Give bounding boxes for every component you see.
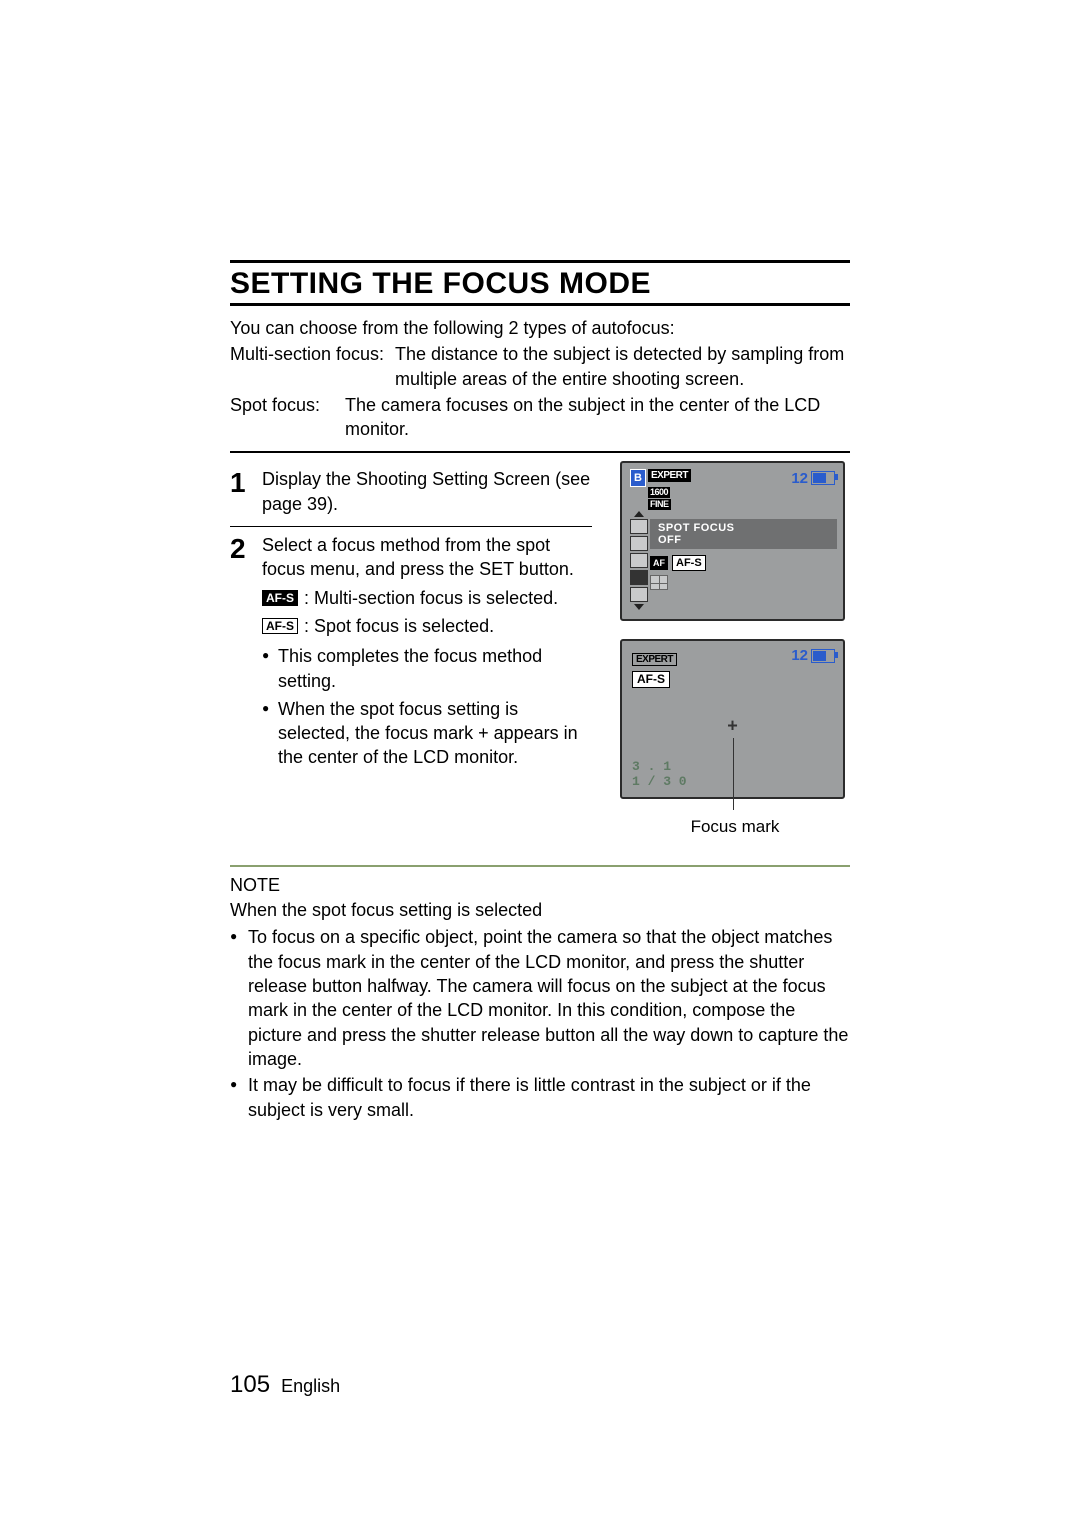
focus-mark-icon: + — [727, 715, 738, 736]
lcd-figure-focus: EXPERT 12 AF-S + 3 . 1 1 / 3 0 — [620, 639, 845, 799]
shots-remaining: 12 — [791, 647, 808, 664]
resolution-labels: 1600 FINE — [648, 487, 671, 510]
expert-tag: EXPERT — [648, 469, 691, 482]
menu-line-1: SPOT FOCUS — [658, 522, 837, 534]
menu-highlight-band: SPOT FOCUS OFF — [650, 519, 837, 549]
shutter-value: 1 / 3 0 — [632, 775, 687, 790]
rule-top-thick — [230, 260, 850, 263]
menu-mini-icon — [630, 553, 648, 568]
menu-line-2: OFF — [658, 534, 837, 546]
definition-term: Multi-section focus: — [230, 342, 395, 391]
label-1600: 1600 — [648, 487, 670, 498]
afs-dark-icon: AF — [650, 556, 668, 570]
note-item: To focus on a specific object, point the… — [230, 925, 850, 1071]
focus-option-desc: : Spot focus is selected. — [304, 614, 494, 638]
note-rule — [230, 865, 850, 867]
definition-desc: The camera focuses on the subject in the… — [345, 393, 850, 442]
battery-icon — [811, 471, 835, 485]
afs-selected-box: AF-S — [672, 555, 706, 571]
mode-indicator: B — [630, 469, 646, 487]
page-footer: 105 English — [230, 1371, 340, 1399]
step-number: 2 — [230, 533, 262, 563]
note-heading: NOTE — [230, 875, 850, 896]
step-1: 1 Display the Shooting Setting Screen (s… — [230, 461, 592, 526]
afs-badge: AF-S — [632, 671, 670, 688]
note-subheading: When the spot focus setting is selected — [230, 900, 850, 921]
afs-menu-row: AF AF-S — [650, 555, 706, 571]
definition-desc: The distance to the subject is detected … — [395, 342, 850, 391]
manual-page: SETTING THE FOCUS MODE You can choose fr… — [0, 0, 1080, 1529]
battery-indicator: 12 — [791, 647, 835, 664]
battery-icon — [811, 649, 835, 663]
footer-language: English — [281, 1376, 340, 1396]
rule-under-title — [230, 303, 850, 306]
menu-mini-icon-selected — [630, 570, 648, 585]
page-title: SETTING THE FOCUS MODE — [230, 267, 850, 301]
bullet-item: When the spot focus setting is selected,… — [262, 697, 592, 770]
arrow-down-icon — [634, 604, 644, 610]
note-item: It may be difficult to focus if there is… — [230, 1073, 850, 1122]
definition-row: Spot focus: The camera focuses on the su… — [230, 393, 850, 442]
lcd-top-row: 12 — [630, 647, 835, 664]
steps-area: 1 Display the Shooting Setting Screen (s… — [230, 461, 850, 837]
menu-mini-icon — [630, 587, 648, 602]
step-2-text: Select a focus method from the spot focu… — [262, 535, 574, 579]
arrow-up-icon — [634, 511, 644, 517]
steps-column: 1 Display the Shooting Setting Screen (s… — [230, 461, 592, 837]
step-body: Select a focus method from the spot focu… — [262, 533, 592, 770]
definition-row: Multi-section focus: The distance to the… — [230, 342, 850, 391]
grid-icon — [650, 575, 668, 590]
note-list: To focus on a specific object, point the… — [230, 925, 850, 1121]
menu-icon-strip — [630, 511, 648, 610]
lcd-top-row: B EXPERT 12 — [630, 469, 835, 487]
focus-option-row: AF-S : Spot focus is selected. — [262, 614, 592, 638]
exposure-readout: 3 . 1 1 / 3 0 — [632, 760, 687, 790]
battery-indicator: 12 — [791, 470, 835, 487]
shots-remaining: 12 — [791, 470, 808, 487]
definition-list: Multi-section focus: The distance to the… — [230, 342, 850, 441]
aperture-value: 3 . 1 — [632, 760, 687, 775]
lcd-figure-menu: B EXPERT 12 1600 FINE — [620, 461, 845, 621]
label-fine: FINE — [648, 499, 671, 510]
figure-column: B EXPERT 12 1600 FINE — [620, 461, 850, 837]
step-body: Display the Shooting Setting Screen (see… — [262, 467, 592, 516]
focus-option-row: AF-S : Multi-section focus is selected. — [262, 586, 592, 610]
step-number: 1 — [230, 467, 262, 497]
menu-mini-icon — [630, 519, 648, 534]
page-number: 105 — [230, 1371, 270, 1398]
menu-mini-icon — [630, 536, 648, 551]
figure-caption: Focus mark — [620, 817, 850, 837]
afs-icon-spot: AF-S — [262, 618, 298, 634]
step-2: 2 Select a focus method from the spot fo… — [230, 527, 592, 780]
callout-line — [733, 738, 734, 810]
intro-text: You can choose from the following 2 type… — [230, 316, 850, 340]
bullet-item: This completes the focus method setting. — [262, 644, 592, 693]
step-2-bullets: This completes the focus method setting.… — [262, 644, 592, 769]
afs-icon-multi: AF-S — [262, 590, 298, 606]
focus-option-desc: : Multi-section focus is selected. — [304, 586, 558, 610]
rule-mid — [230, 451, 850, 453]
definition-term: Spot focus: — [230, 393, 345, 442]
